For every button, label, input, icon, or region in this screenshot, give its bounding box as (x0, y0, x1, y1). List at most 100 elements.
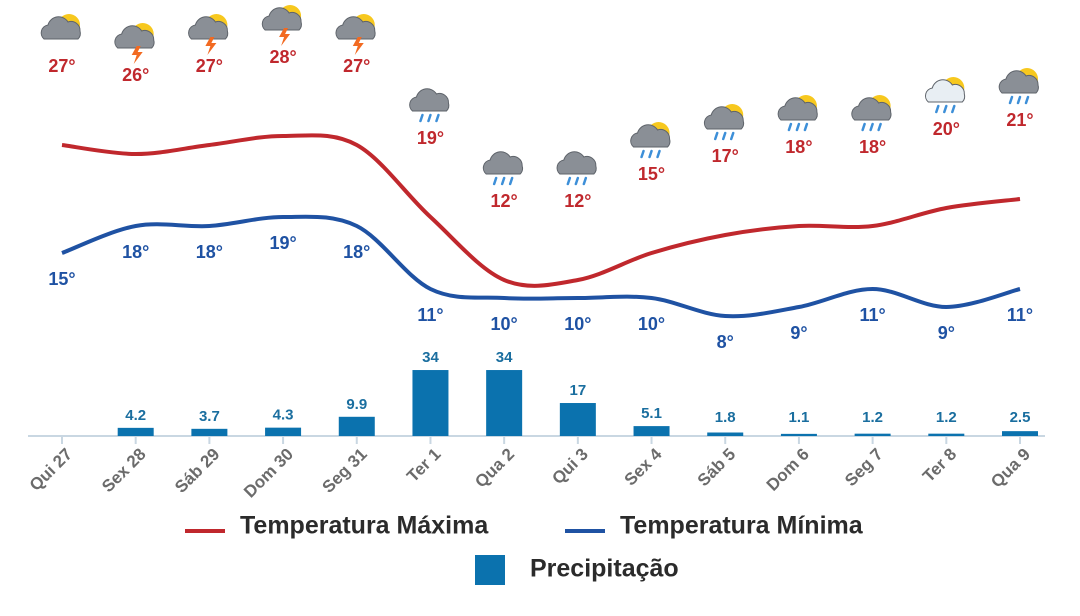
temperature-line (61, 133, 1021, 288)
temperature-label: 19° (417, 128, 444, 148)
icon-cloud (188, 16, 229, 40)
x-tick-label: Dom 6 (763, 445, 813, 495)
precipitation-bar (486, 370, 523, 436)
temperature-label: 18° (196, 242, 223, 262)
temperature-label: 21° (1006, 110, 1033, 130)
temperature-label: 8° (717, 332, 734, 352)
weather-icon (114, 23, 155, 64)
precipitation-bar (928, 433, 965, 436)
weather-icon (630, 122, 671, 159)
precipitation-label: 4.3 (273, 407, 294, 424)
icon-drop (729, 131, 735, 141)
weather-icon (998, 68, 1039, 105)
icon-cloud (998, 70, 1039, 94)
precipitation-bar (780, 433, 817, 436)
x-tick-label: Sáb 29 (171, 445, 223, 497)
temperature-label: 12° (491, 191, 518, 211)
x-tick-label: Seg 31 (319, 445, 371, 497)
weather-icon (261, 5, 302, 46)
icon-drop (508, 176, 514, 186)
icon-drop (492, 176, 498, 186)
x-tick-label: Dom 30 (240, 445, 297, 502)
precipitation-label: 17 (570, 382, 587, 399)
temperature-label: 11° (417, 305, 443, 325)
temperature-label: 26° (122, 65, 149, 85)
icon-drop (861, 122, 866, 132)
temperature-label: 19° (269, 233, 296, 253)
icon-drop (795, 122, 801, 132)
precipitation-bar (707, 432, 744, 436)
icon-drop (566, 176, 572, 186)
x-tick-label: Sáb 5 (694, 445, 740, 491)
weather-icon (703, 104, 745, 141)
legend-label: Temperatura Mínima (620, 512, 864, 540)
icon-bolt (279, 28, 291, 46)
precipitation-label: 1.2 (862, 409, 883, 426)
icon-drop (435, 113, 440, 123)
icon-cloud (851, 97, 892, 121)
temperature-label: 27° (343, 56, 370, 76)
temperature-label: 15° (638, 164, 665, 184)
icon-drop (1008, 95, 1014, 105)
icon-cloud (409, 88, 450, 112)
temperature-label: 20° (933, 119, 960, 139)
temperature-label: 27° (196, 56, 223, 76)
weather-icon (556, 151, 597, 186)
precipitation-bar (854, 433, 891, 436)
icon-drop (640, 149, 645, 159)
temperature-line (61, 214, 1021, 319)
icon-bolt (352, 37, 364, 55)
weather-icon (40, 14, 81, 40)
x-tick-label: Qui 3 (548, 445, 591, 488)
precipitation-bar (559, 403, 596, 436)
precipitation-label: 1.8 (715, 409, 736, 426)
icon-cloud (114, 25, 155, 49)
temperature-label: 11° (859, 305, 885, 325)
weather-icon (777, 95, 818, 132)
precipitation-bar (191, 428, 228, 436)
weather-icon (851, 95, 892, 132)
icon-cloud (777, 97, 818, 121)
temperature-label: 12° (564, 191, 591, 211)
x-tick-label: Ter 8 (919, 445, 960, 486)
icon-cloud (925, 79, 966, 103)
precipitation-bar (117, 427, 154, 436)
temperature-label: 11° (1007, 305, 1033, 325)
temperature-label: 18° (859, 137, 886, 157)
precipitation-label: 34 (422, 349, 439, 366)
icon-bolt (131, 46, 143, 64)
icon-drop (713, 131, 719, 141)
weather-icon (409, 88, 450, 123)
legend-swatch (475, 555, 505, 585)
temperature-label: 10° (638, 314, 665, 334)
precipitation-bar (265, 427, 302, 436)
icon-drop (721, 131, 727, 141)
temperature-label: 9° (938, 323, 955, 343)
precipitation-bar (338, 416, 375, 436)
icon-drop (419, 113, 424, 123)
legend-label: Temperatura Máxima (240, 512, 489, 540)
icon-cloud (335, 16, 376, 40)
precipitation-label: 1.1 (788, 409, 809, 426)
precipitation-label: 4.2 (125, 407, 146, 424)
icon-drop (1024, 95, 1030, 105)
icon-drop (877, 122, 882, 132)
icon-cloud (482, 151, 523, 175)
x-tick-label: Sex 28 (98, 445, 150, 497)
precipitation-label: 9.9 (346, 396, 367, 413)
temperature-label: 10° (564, 314, 591, 334)
weather-icon (188, 14, 229, 55)
icon-drop (951, 104, 956, 114)
icon-drop (500, 176, 506, 186)
x-tick-label: Seg 7 (841, 445, 887, 491)
temperature-label: 9° (790, 323, 807, 343)
icon-cloud (261, 7, 302, 31)
precipitation-bar (633, 426, 670, 436)
x-tick-label: Sex 4 (621, 444, 666, 489)
icon-drop (935, 104, 940, 114)
icon-drop (574, 176, 580, 186)
temperature-label: 18° (122, 242, 149, 262)
icon-drop (943, 104, 948, 114)
x-tick-label: Qua 9 (987, 445, 1034, 492)
